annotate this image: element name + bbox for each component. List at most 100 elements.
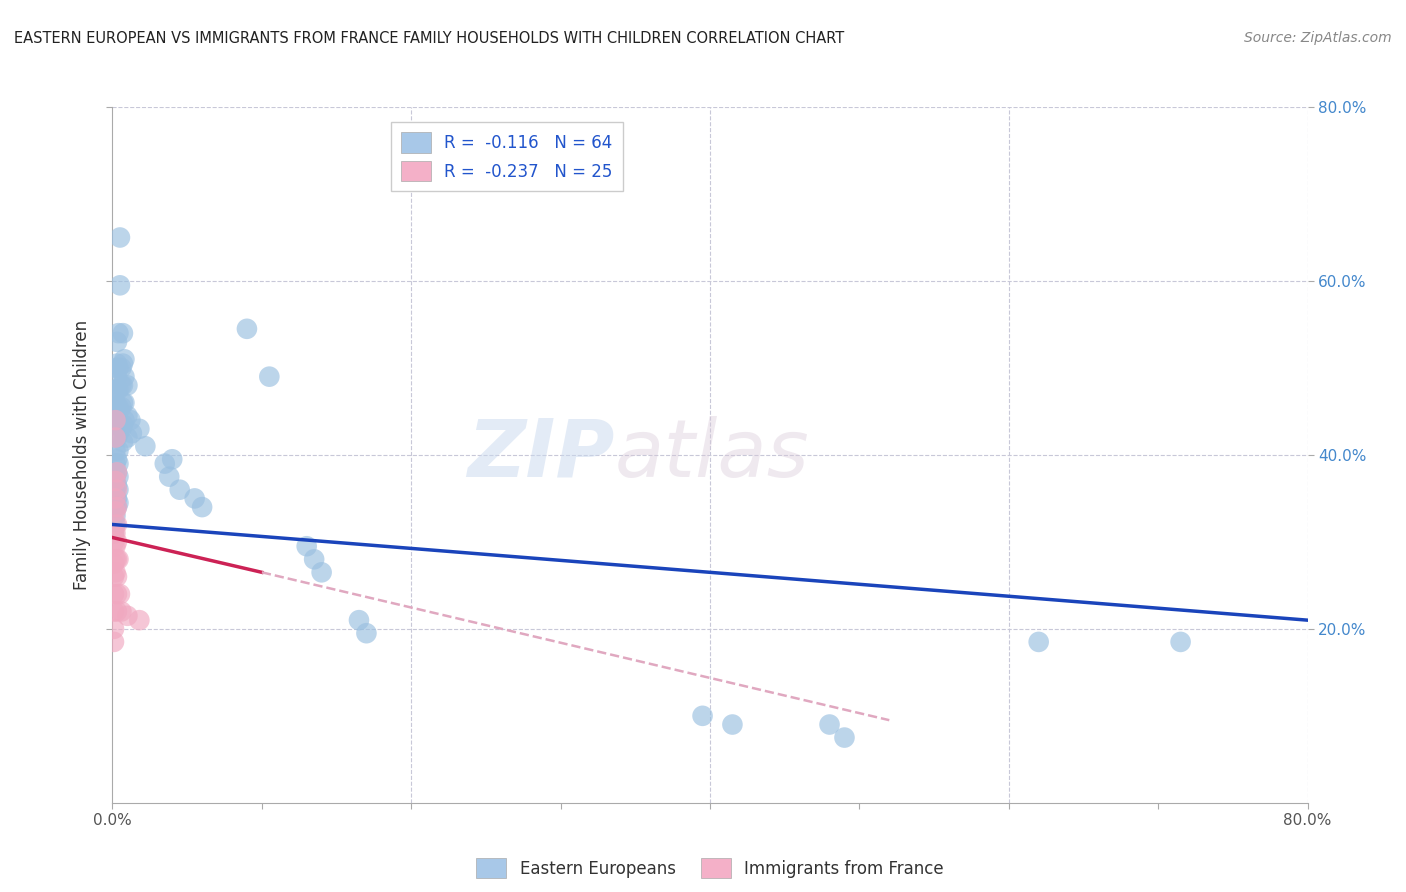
Point bbox=[1028, 635, 1050, 649]
Point bbox=[104, 517, 127, 532]
Point bbox=[104, 491, 127, 506]
Point bbox=[111, 378, 134, 392]
Point bbox=[105, 452, 128, 467]
Text: Source: ZipAtlas.com: Source: ZipAtlas.com bbox=[1244, 31, 1392, 45]
Point bbox=[105, 534, 128, 549]
Text: EASTERN EUROPEAN VS IMMIGRANTS FROM FRANCE FAMILY HOUSEHOLDS WITH CHILDREN CORRE: EASTERN EUROPEAN VS IMMIGRANTS FROM FRAN… bbox=[14, 31, 845, 46]
Text: atlas: atlas bbox=[614, 416, 810, 494]
Point bbox=[105, 491, 128, 506]
Point bbox=[105, 483, 128, 497]
Point bbox=[105, 466, 128, 480]
Point bbox=[347, 613, 370, 627]
Point bbox=[105, 431, 128, 445]
Point bbox=[117, 409, 139, 423]
Point bbox=[104, 469, 127, 483]
Point bbox=[302, 552, 325, 566]
Point bbox=[169, 483, 191, 497]
Point bbox=[107, 443, 129, 458]
Point bbox=[834, 731, 856, 745]
Point bbox=[105, 383, 128, 397]
Point bbox=[111, 434, 134, 449]
Point bbox=[105, 466, 128, 480]
Point bbox=[721, 717, 744, 731]
Point bbox=[104, 504, 127, 518]
Point bbox=[107, 400, 129, 414]
Point bbox=[105, 500, 128, 514]
Point bbox=[103, 635, 125, 649]
Point bbox=[134, 439, 156, 453]
Point bbox=[120, 413, 142, 427]
Point bbox=[105, 587, 128, 601]
Point bbox=[104, 457, 127, 471]
Point bbox=[183, 491, 205, 506]
Point bbox=[104, 552, 127, 566]
Point bbox=[107, 496, 129, 510]
Point bbox=[105, 369, 128, 384]
Point bbox=[104, 409, 127, 423]
Point bbox=[103, 587, 125, 601]
Point bbox=[104, 500, 127, 514]
Point bbox=[107, 360, 129, 375]
Point bbox=[104, 491, 127, 506]
Point bbox=[108, 587, 131, 601]
Point bbox=[104, 417, 127, 432]
Point bbox=[114, 369, 135, 384]
Point bbox=[103, 534, 125, 549]
Point bbox=[105, 500, 128, 514]
Y-axis label: Family Households with Children: Family Households with Children bbox=[73, 320, 91, 590]
Point bbox=[128, 422, 150, 436]
Point bbox=[104, 483, 127, 497]
Point bbox=[117, 378, 139, 392]
Point bbox=[110, 605, 132, 619]
Point bbox=[236, 322, 259, 336]
Point bbox=[108, 230, 131, 244]
Point bbox=[104, 443, 127, 458]
Point bbox=[121, 426, 143, 441]
Point bbox=[1170, 635, 1192, 649]
Point bbox=[105, 417, 128, 432]
Point bbox=[117, 608, 139, 623]
Point bbox=[157, 469, 180, 483]
Point bbox=[692, 708, 714, 723]
Point bbox=[105, 517, 128, 532]
Point bbox=[153, 457, 176, 471]
Point bbox=[103, 526, 125, 541]
Point bbox=[818, 717, 841, 731]
Text: ZIP: ZIP bbox=[467, 416, 614, 494]
Point bbox=[104, 383, 127, 397]
Legend: Eastern Europeans, Immigrants from France: Eastern Europeans, Immigrants from Franc… bbox=[470, 851, 950, 885]
Point bbox=[103, 605, 125, 619]
Point bbox=[111, 396, 134, 410]
Point bbox=[110, 400, 132, 414]
Point bbox=[162, 452, 183, 467]
Point bbox=[104, 360, 127, 375]
Point bbox=[104, 413, 127, 427]
Point bbox=[103, 526, 125, 541]
Point bbox=[111, 326, 134, 340]
Point bbox=[108, 278, 131, 293]
Point bbox=[117, 431, 139, 445]
Point bbox=[103, 557, 125, 571]
Point bbox=[105, 552, 128, 566]
Point bbox=[107, 552, 129, 566]
Point bbox=[111, 357, 134, 371]
Point bbox=[110, 360, 132, 375]
Point bbox=[107, 426, 129, 441]
Point bbox=[107, 383, 129, 397]
Point bbox=[114, 396, 135, 410]
Point bbox=[191, 500, 214, 514]
Point bbox=[114, 413, 135, 427]
Point bbox=[105, 570, 128, 584]
Point bbox=[104, 474, 127, 488]
Point bbox=[107, 326, 129, 340]
Point bbox=[356, 626, 378, 640]
Point bbox=[111, 417, 134, 432]
Point bbox=[104, 508, 127, 523]
Point bbox=[104, 526, 127, 541]
Point bbox=[110, 378, 132, 392]
Point bbox=[105, 400, 128, 414]
Point bbox=[104, 539, 127, 553]
Point bbox=[107, 469, 129, 483]
Point bbox=[105, 409, 128, 423]
Point bbox=[103, 570, 125, 584]
